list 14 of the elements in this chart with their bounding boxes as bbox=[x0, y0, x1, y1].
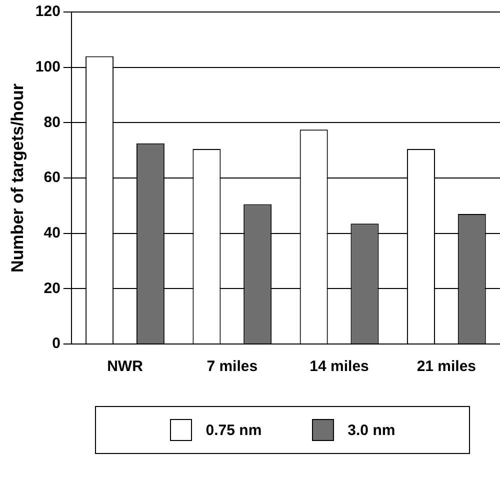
legend-label: 0.75 nm bbox=[206, 422, 262, 438]
y-tick-label: 80 bbox=[44, 114, 60, 131]
y-tick-label: 120 bbox=[35, 3, 60, 20]
y-tick-label: 100 bbox=[35, 58, 60, 76]
y-tick-label: 0 bbox=[52, 335, 60, 352]
y-axis-title: Number of targets/hour bbox=[8, 83, 27, 272]
x-tick-label: 21 miles bbox=[416, 358, 476, 376]
x-tick-label: NWR bbox=[107, 358, 144, 376]
y-tick-label: 60 bbox=[44, 169, 60, 186]
x-tick-label: 14 miles bbox=[310, 358, 369, 376]
y-tick-label: 20 bbox=[44, 280, 60, 297]
x-tick-label: 7 miles bbox=[206, 358, 258, 376]
y-tick-label: 40 bbox=[44, 224, 60, 242]
legend-label: 3.0 nm bbox=[348, 422, 396, 438]
